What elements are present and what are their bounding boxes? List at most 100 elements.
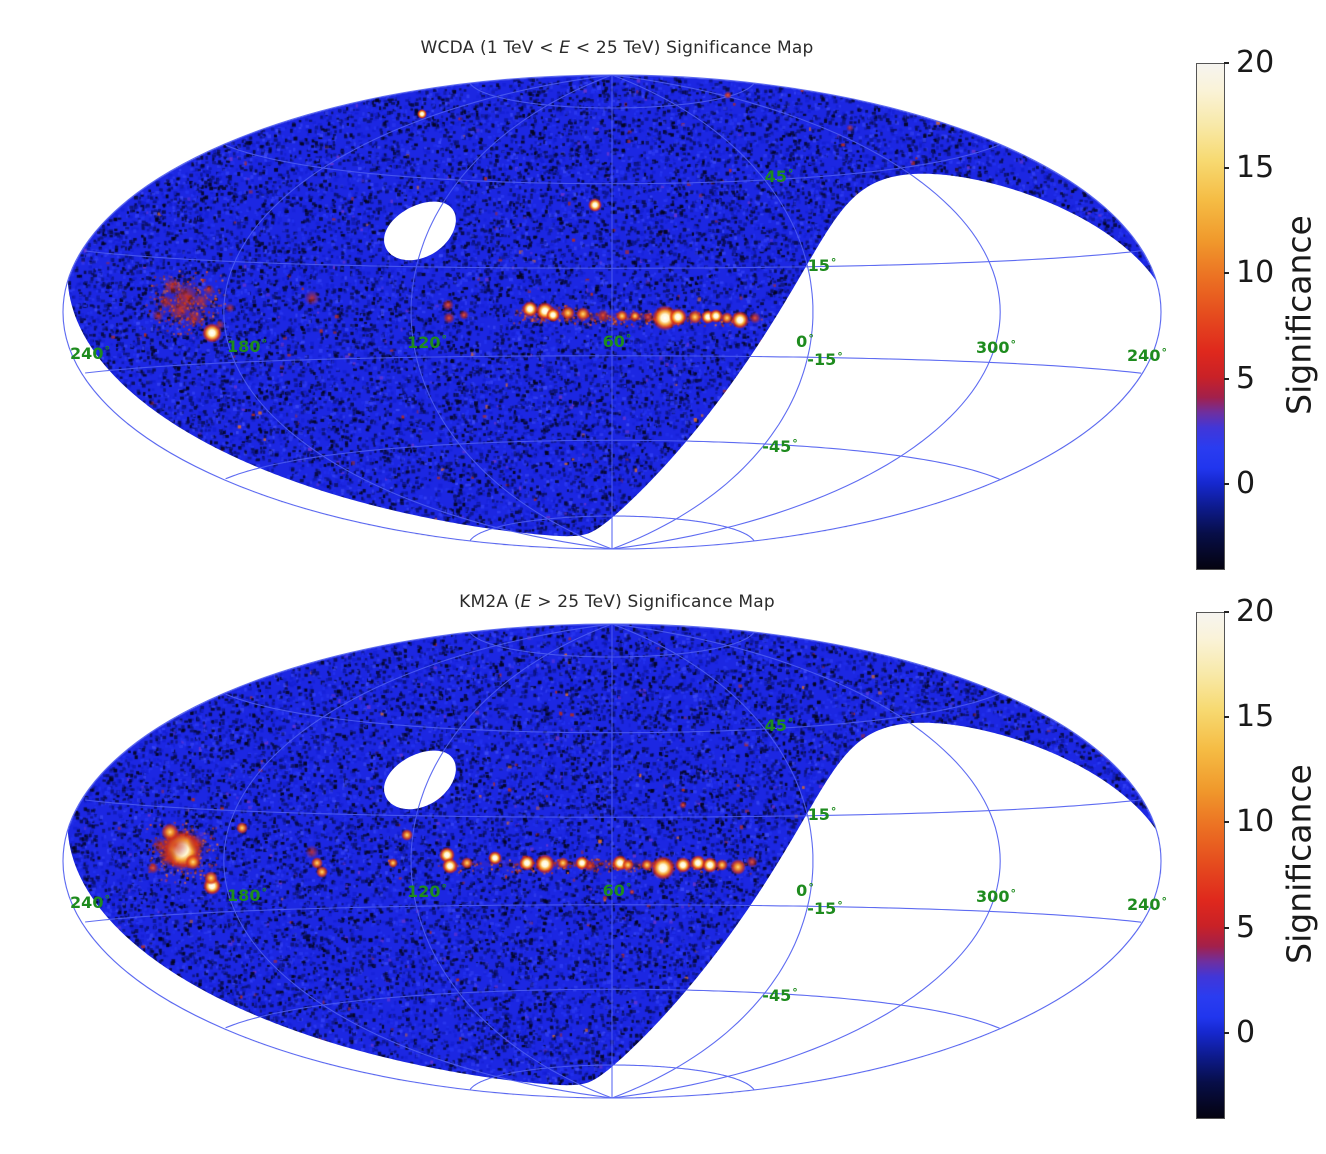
colorbar-tick-mark bbox=[1224, 1031, 1229, 1034]
colorbar-tick-15: 15 bbox=[1236, 150, 1275, 186]
source-hotspot bbox=[236, 822, 248, 834]
parallel-15 bbox=[85, 250, 1142, 269]
km2a-colorbar bbox=[1196, 612, 1225, 1119]
source-hotspot bbox=[159, 295, 173, 309]
source-hotspot bbox=[690, 855, 706, 871]
source-hotspot bbox=[709, 309, 723, 323]
meridian-300 bbox=[611, 623, 1001, 1099]
source-hotspot bbox=[147, 862, 159, 874]
colorbar-tick-mark bbox=[1224, 821, 1229, 824]
meridian-180 bbox=[223, 623, 613, 1099]
source-hotspot bbox=[488, 851, 502, 865]
colorbar-tick-20: 20 bbox=[1236, 593, 1275, 629]
parallel--15 bbox=[85, 355, 1142, 374]
source-hotspot bbox=[679, 801, 687, 809]
source-hotspot bbox=[643, 312, 653, 322]
source-hotspot bbox=[417, 109, 427, 119]
source-hotspot bbox=[459, 310, 469, 320]
source-hotspot bbox=[185, 854, 201, 870]
source-hotspot bbox=[561, 306, 575, 320]
grid-label-lon-240: 240° bbox=[1127, 346, 1167, 365]
source-hotspot bbox=[721, 312, 733, 324]
source-hotspot bbox=[401, 829, 413, 841]
source-hotspot bbox=[651, 856, 675, 880]
colorbar-tick-0: 0 bbox=[1236, 465, 1256, 501]
source-hotspot bbox=[311, 857, 323, 869]
parallel-45 bbox=[225, 693, 1000, 734]
km2a-title-energy-symbol: E bbox=[520, 592, 532, 612]
source-hotspot bbox=[170, 300, 190, 320]
graticule bbox=[62, 74, 1162, 550]
source-hotspot bbox=[616, 310, 628, 322]
grid-label-lon-300: 300° bbox=[976, 338, 1016, 357]
grid-label-lon-120: 120° bbox=[407, 333, 447, 352]
colorbar-tick-5: 5 bbox=[1236, 360, 1256, 396]
source-hotspot bbox=[846, 124, 854, 132]
parallel--75 bbox=[469, 1064, 755, 1091]
wcda-map-title: WCDA (1 TeV < E < 25 TeV) Significance M… bbox=[421, 38, 814, 58]
source-hotspot bbox=[161, 823, 179, 841]
colorbar-tick-5: 5 bbox=[1236, 909, 1256, 945]
source-hotspot bbox=[442, 858, 458, 874]
source-hotspot bbox=[629, 889, 635, 895]
colorbar-tick-20: 20 bbox=[1236, 44, 1275, 80]
grid-label-lat--15: -15° bbox=[807, 350, 842, 369]
wcda-map-overlay: 240° 180° 120° 60° 0° 300° 240° 45° 15° -15° -45° bbox=[62, 74, 1167, 550]
meridian-120 bbox=[410, 74, 613, 550]
meridian-300 bbox=[611, 74, 1001, 550]
source-hotspot bbox=[388, 858, 398, 868]
source-hotspot bbox=[641, 859, 653, 871]
km2a-colorbar-label: Significance bbox=[1279, 764, 1319, 964]
source-hotspot bbox=[204, 871, 218, 885]
colorbar-tick-mark bbox=[1224, 167, 1229, 170]
grid-label-lat-45: 45° bbox=[765, 716, 794, 735]
colorbar-tick-mark bbox=[1224, 926, 1229, 929]
parallel-75 bbox=[469, 631, 755, 658]
wcda-title-energy-symbol: E bbox=[559, 38, 571, 58]
meridian-120 bbox=[410, 623, 613, 1099]
source-hotspot bbox=[546, 308, 560, 322]
grid-label-lat--15: -15° bbox=[807, 899, 842, 918]
parallel--15 bbox=[85, 904, 1142, 923]
source-hotspot bbox=[702, 857, 718, 873]
colorbar-tick-mark bbox=[1224, 482, 1229, 485]
source-hotspot bbox=[669, 308, 687, 326]
grid-label-lon-240: 240° bbox=[70, 344, 110, 363]
source-hotspot bbox=[688, 310, 702, 324]
grid-label-lon-60: 60° bbox=[603, 332, 632, 351]
source-hotspot bbox=[731, 311, 749, 329]
wcda-colorbar bbox=[1196, 63, 1225, 570]
source-hotspot bbox=[522, 301, 538, 317]
km2a-map-overlay: 240° 180° 120° 60° 0° 300° 240° 45° 15° -15° -45° bbox=[62, 623, 1167, 1099]
source-hotspot bbox=[622, 859, 634, 871]
grid-labels: 240° 180° 120° 60° 0° 300° 240° 45° 15° -15° -45° bbox=[70, 716, 1167, 1005]
wcda-title-pre: WCDA (1 TeV < bbox=[420, 38, 560, 58]
source-hotspot bbox=[225, 303, 235, 313]
parallel--45 bbox=[225, 988, 1000, 1029]
grid-label-lat-15: 15° bbox=[808, 805, 837, 824]
meridian-0 bbox=[611, 623, 814, 1099]
source-hotspot bbox=[746, 856, 758, 868]
source-hotspot bbox=[557, 857, 569, 869]
source-hotspot bbox=[152, 310, 164, 322]
colorbar-tick-10: 10 bbox=[1236, 255, 1275, 291]
graticule bbox=[62, 623, 1162, 1099]
grid-label-lon-0: 0° bbox=[796, 332, 814, 351]
panel-km2a: 240° 180° 120° 60° 0° 300° 240° 45° 15° -15° -45° … bbox=[0, 549, 1326, 1127]
source-hotspot bbox=[588, 198, 602, 212]
colorbar-tick-mark bbox=[1224, 716, 1229, 719]
grid-label-lon-240: 240° bbox=[1127, 895, 1167, 914]
parallel-15 bbox=[85, 799, 1142, 818]
source-hotspot bbox=[443, 312, 455, 324]
km2a-title-pre: KM2A ( bbox=[459, 592, 521, 612]
source-hotspot bbox=[304, 290, 320, 306]
source-hotspot bbox=[305, 845, 319, 859]
grid-label-lon-180: 180° bbox=[227, 886, 267, 905]
masked-hole bbox=[384, 201, 456, 261]
grid-label-lon-240: 240° bbox=[70, 893, 110, 912]
panel-wcda: 240° 180° 120° 60° 0° 300° 240° 45° 15° -15° -45° … bbox=[0, 0, 1326, 578]
source-hotspot bbox=[535, 854, 555, 874]
grid-label-lon-180: 180° bbox=[227, 337, 267, 356]
parallel--75 bbox=[469, 515, 755, 542]
source-hotspot bbox=[461, 857, 473, 869]
